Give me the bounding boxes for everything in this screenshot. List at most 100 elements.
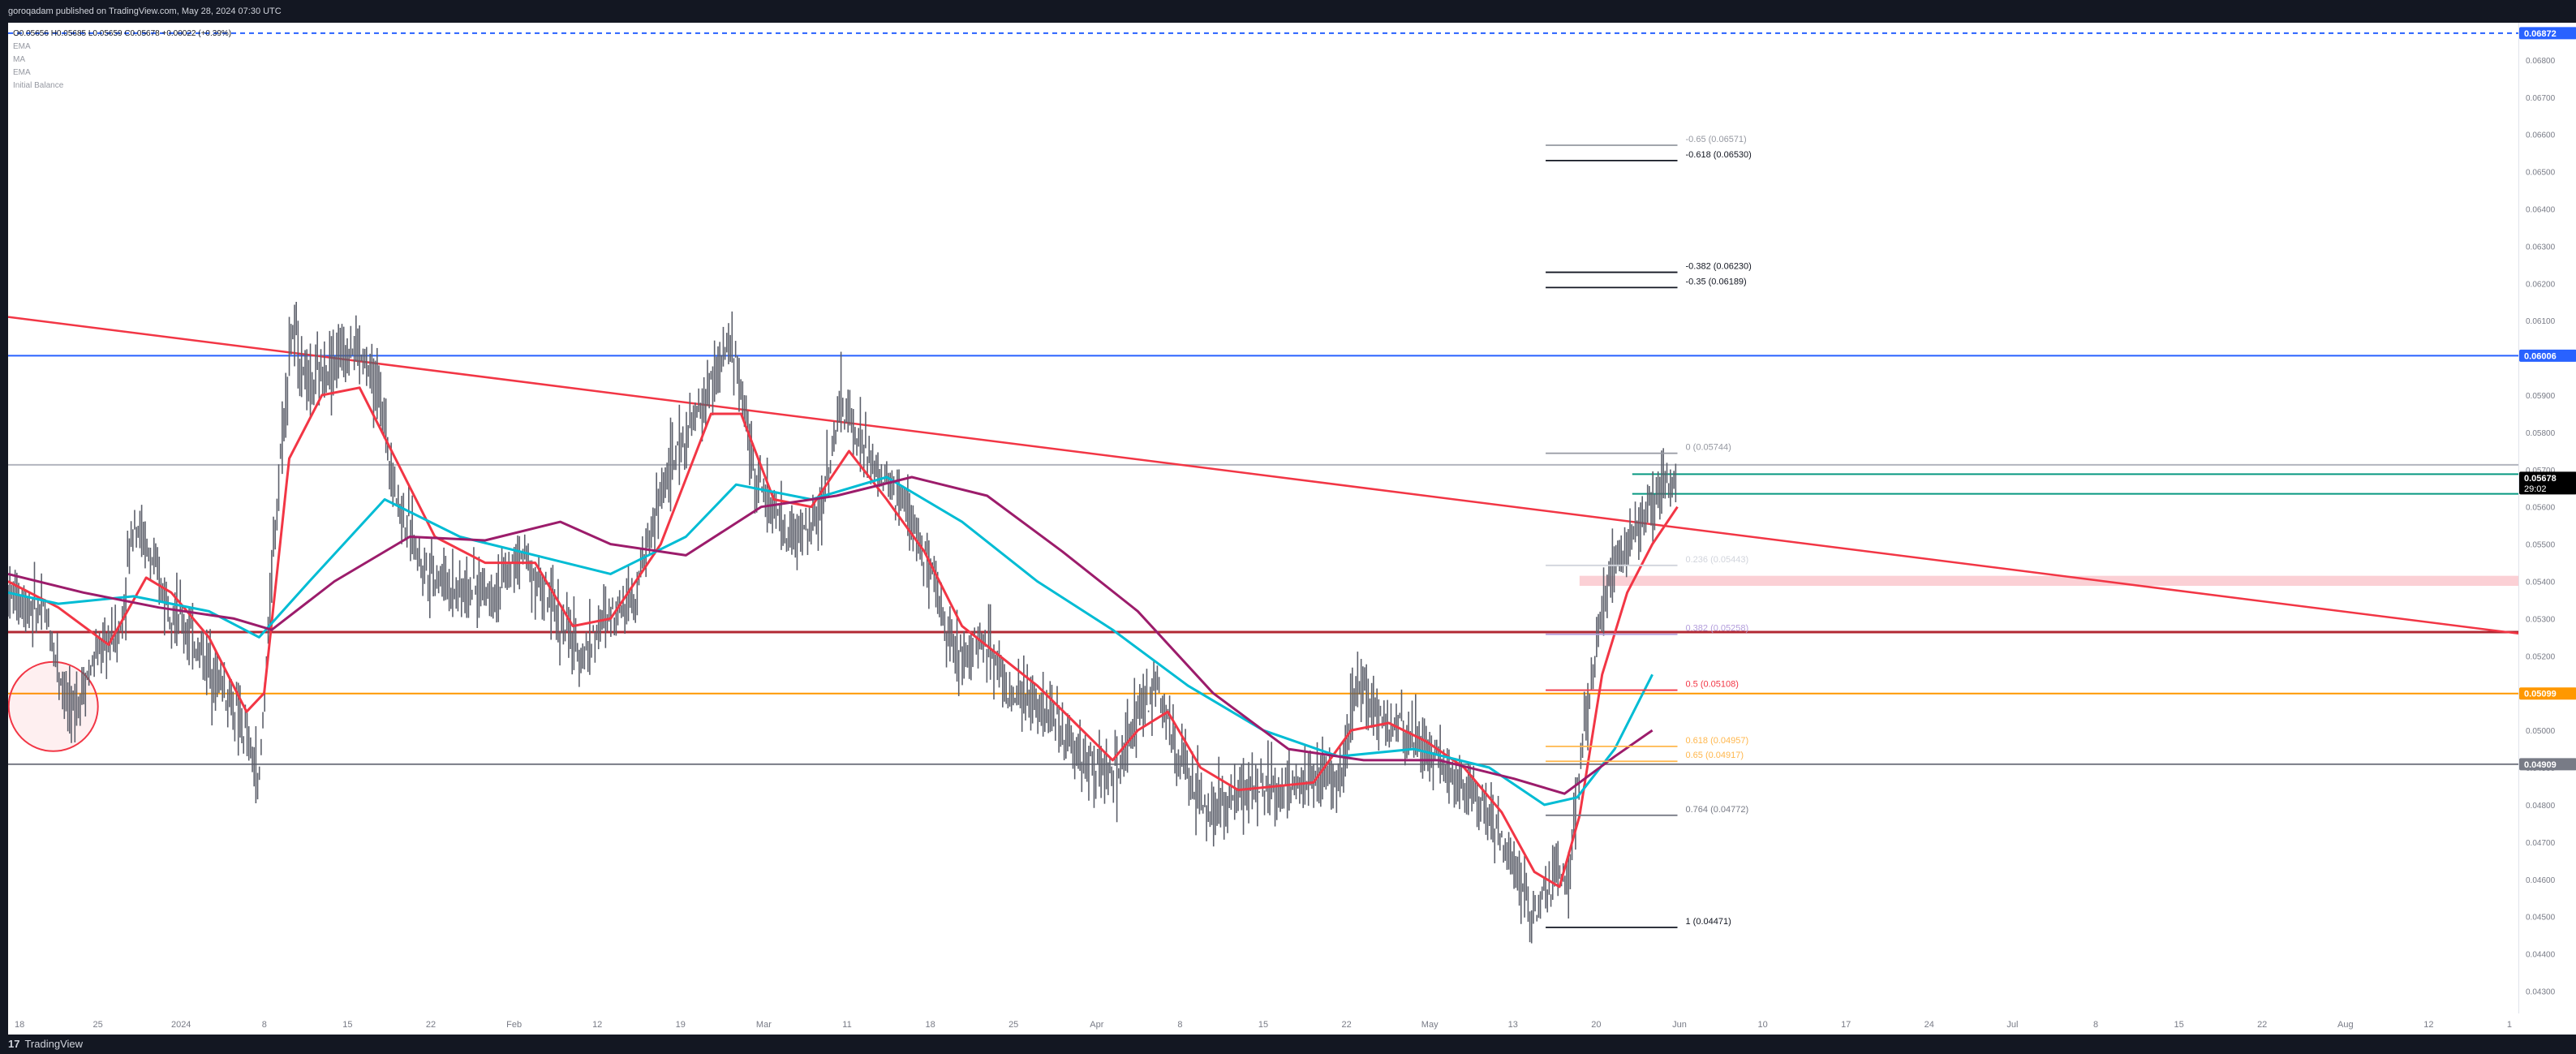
time-tick-label: Aug	[2337, 1020, 2354, 1030]
fib-level-label: 0.618 (0.04957)	[1686, 736, 1749, 746]
published-text: goroqadam published on TradingView.com, …	[8, 6, 282, 16]
time-tick-label: 25	[92, 1020, 102, 1030]
time-tick-label: 11	[842, 1020, 851, 1030]
fib-level-label: 0.764 (0.04772)	[1686, 805, 1749, 815]
price-tick-label: 0.06100	[2526, 317, 2556, 326]
price-tick-label: 0.04300	[2526, 987, 2556, 996]
price-tick-label: 0.06500	[2526, 169, 2556, 178]
tradingview-brand: TradingView	[24, 1038, 84, 1050]
price-tick-label: 0.04400	[2526, 951, 2556, 960]
fib-level-label: 1 (0.04471)	[1686, 917, 1731, 927]
time-tick-label: 15	[2174, 1020, 2183, 1030]
candles-group	[8, 301, 1677, 944]
fib-level-label: 0.382 (0.05258)	[1686, 624, 1749, 634]
price-axis[interactable]: 0.06800 0.06700 0.06600 0.06500 0.06400 0.063…	[2518, 23, 2576, 1013]
highlight-circle	[8, 660, 99, 752]
price-tick-label: 0.05000	[2526, 727, 2556, 736]
price-tick-label: 0.06200	[2526, 280, 2556, 289]
price-label-text: 0.05099	[2524, 690, 2557, 699]
price-tick-label: 0.05800	[2526, 429, 2556, 438]
fib-level-label: -0.618 (0.06530)	[1686, 150, 1752, 160]
time-tick-label: Mar	[756, 1020, 772, 1030]
chart-svg[interactable]: -0.65 (0.06571) -0.618 (0.06530) -0.382 (0…	[8, 23, 2518, 1013]
price-tick-label: 0.06600	[2526, 131, 2556, 140]
time-tick-label: 8	[262, 1020, 267, 1030]
price-tick-label: 0.04600	[2526, 876, 2556, 885]
time-tick-label: 8	[2093, 1020, 2098, 1030]
price-label-text: 0.06872	[2524, 29, 2557, 39]
time-tick-label: 2024	[171, 1020, 191, 1030]
series-line-1	[8, 386, 1679, 888]
price-label-badge	[2519, 27, 2576, 40]
indicator-initial-balance[interactable]: Initial Balance	[13, 81, 64, 90]
footer-bar: 17 TradingView	[0, 1035, 2576, 1054]
price-label-text: 0.05678	[2524, 474, 2557, 484]
time-tick-label: 12	[592, 1020, 602, 1030]
resistance-zone	[1579, 575, 2518, 587]
price-tick-label: 0.04700	[2526, 839, 2556, 848]
indicator-ema-2[interactable]: EMA	[13, 68, 31, 77]
time-tick-label: Jul	[2006, 1020, 2018, 1030]
price-label-badge	[2519, 687, 2576, 700]
time-tick-label: Feb	[506, 1020, 522, 1030]
time-tick-label: 24	[1924, 1020, 1934, 1030]
time-tick-label: 18	[925, 1020, 935, 1030]
time-tick-label: 22	[426, 1020, 436, 1030]
time-tick-label: Apr	[1090, 1020, 1103, 1030]
time-tick-label: 18	[15, 1020, 24, 1030]
price-axis-svg[interactable]: 0.06800 0.06700 0.06600 0.06500 0.06400 0.063…	[2519, 23, 2576, 1013]
time-tick-label: 22	[1341, 1020, 1351, 1030]
price-tick-label: 0.06400	[2526, 206, 2556, 215]
fib-level-label: -0.65 (0.06571)	[1686, 135, 1747, 144]
time-tick-label: 15	[342, 1020, 352, 1030]
time-tick-label: 15	[1258, 1020, 1268, 1030]
series-line-3	[8, 475, 1654, 795]
price-tick-label: 0.06800	[2526, 57, 2556, 66]
price-tick-label: 0.05700	[2526, 467, 2556, 475]
chart-pane[interactable]: -0.65 (0.06571) -0.618 (0.06530) -0.382 (0…	[8, 23, 2518, 1013]
price-tick-label: 0.05300	[2526, 615, 2556, 624]
time-tick-label: 10	[1757, 1020, 1767, 1030]
tradingview-logo-icon: 17	[8, 1038, 20, 1050]
price-tick-label: 0.05600	[2526, 504, 2556, 513]
price-label-badge	[2519, 758, 2576, 771]
price-tick-label: 0.06300	[2526, 243, 2556, 252]
descending-trendline	[8, 316, 2518, 635]
time-tick-label: 20	[1591, 1020, 1601, 1030]
fib-level-label: 0.65 (0.04917)	[1686, 751, 1744, 760]
price-label-badge	[2519, 349, 2576, 362]
price-tick-label: 0.05200	[2526, 652, 2556, 661]
fib-level-label: 0.5 (0.05108)	[1686, 680, 1739, 690]
left-border	[0, 23, 8, 1035]
price-tick-label: 0.06700	[2526, 94, 2556, 103]
time-tick-label: 8	[1177, 1020, 1182, 1030]
time-tick-label: 22	[2257, 1020, 2267, 1030]
price-tick-label: 0.05400	[2526, 579, 2556, 587]
time-tick-label: 25	[1008, 1020, 1018, 1030]
time-tick-label: 12	[2423, 1020, 2433, 1030]
chart-legend: O0.05656 H0.05685 L0.05659 C0.05678 +0.0…	[13, 28, 231, 92]
time-tick-label: 13	[1508, 1020, 1518, 1030]
price-tick-label: 0.05500	[2526, 541, 2556, 550]
price-tick-label: 0.04500	[2526, 914, 2556, 923]
time-tick-label: Jun	[1672, 1020, 1687, 1030]
price-label-text: 0.06006	[2524, 351, 2557, 361]
time-tick-label: 19	[676, 1020, 686, 1030]
ohlc-readout: O0.05656 H0.05685 L0.05659 C0.05678 +0.0…	[13, 29, 232, 38]
price-tick-label: 0.05900	[2526, 392, 2556, 401]
indicator-ema-1[interactable]: EMA	[13, 42, 31, 51]
fib-level-label: -0.382 (0.06230)	[1686, 262, 1752, 272]
price-label-text: 0.04909	[2524, 760, 2557, 770]
time-tick-label: 17	[1841, 1020, 1851, 1030]
fib-level-label: -0.35 (0.06189)	[1686, 277, 1747, 286]
publish-header: goroqadam published on TradingView.com, …	[0, 0, 2576, 23]
countdown-label: 29:02	[2524, 484, 2547, 494]
time-axis[interactable]: 18 25 2024 8 15 22 Feb 12 19 Mar 11 18 25 Apr 8 15 22 May…	[8, 1013, 2576, 1035]
price-label-badge	[2519, 471, 2576, 495]
time-axis-svg[interactable]: 18 25 2024 8 15 22 Feb 12 19 Mar 11 18 25 Apr 8 15 22 May…	[8, 1013, 2576, 1035]
fib-level-label: 0.236 (0.05443)	[1686, 555, 1749, 565]
fib-level-label: 0 (0.05744)	[1686, 443, 1731, 453]
time-tick-label: May	[1421, 1020, 1439, 1030]
price-tick-label: 0.04800	[2526, 802, 2556, 811]
indicator-ma[interactable]: MA	[13, 55, 25, 64]
